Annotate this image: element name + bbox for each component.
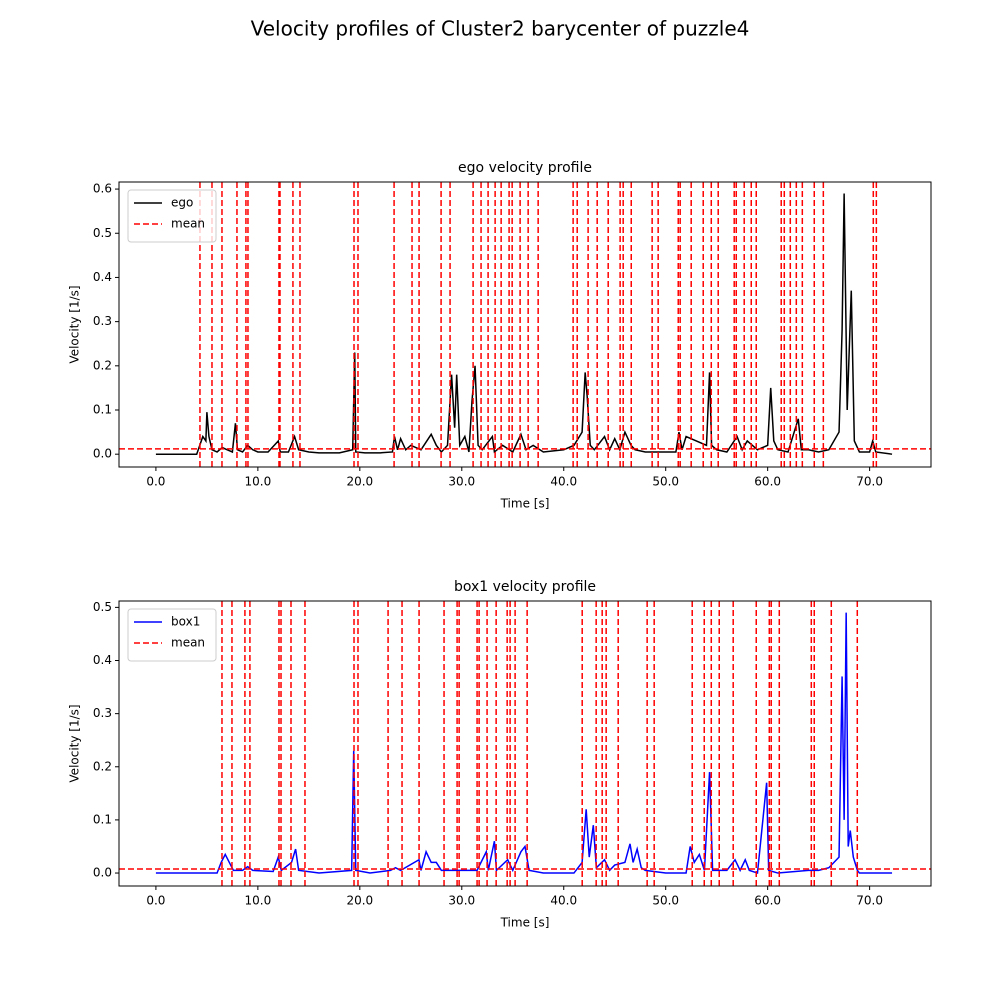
y-tick-label: 0.3 [93,314,112,328]
x-tick-label: 10.0 [245,475,272,489]
x-axis-label: Time [s] [500,497,550,511]
y-tick-label: 0.5 [93,226,112,240]
legend: ego mean [127,189,217,243]
x-tick-label: 30.0 [448,894,475,908]
x-tick-label: 0.0 [146,894,165,908]
legend-label: mean [171,636,205,650]
legend: box1 mean [127,608,217,662]
x-tick-label: 20.0 [346,475,373,489]
x-tick-label: 10.0 [245,894,272,908]
y-tick-label: 0.4 [93,653,112,667]
x-tick-label: 50.0 [652,894,679,908]
x-tick-label: 70.0 [856,475,883,489]
x-tick-label: 20.0 [346,894,373,908]
figure-title: Velocity profiles of Cluster2 barycenter… [251,17,750,41]
axes-title: box1 velocity profile [454,579,596,595]
y-tick-label: 0.5 [93,600,112,614]
subplot: box1 velocity profile Time [s] Velocity [1… [68,579,932,930]
x-tick-label: 50.0 [652,475,679,489]
y-tick-label: 0.2 [93,759,112,773]
x-axis-label: Time [s] [500,916,550,930]
axes-frame [118,600,932,887]
y-tick-label: 0.1 [93,403,112,417]
axes-title: ego velocity profile [458,160,592,176]
y-axis-label: Velocity [1/s] [68,704,82,782]
legend-label: box1 [171,615,200,629]
x-tick-label: 60.0 [754,894,781,908]
y-tick-label: 0.4 [93,270,112,284]
y-tick-label: 0.0 [93,866,112,880]
axes-frame [118,181,932,468]
plot-area [119,601,931,886]
x-tick-label: 40.0 [550,475,577,489]
subplot: ego velocity profile Time [s] Velocity [1/… [68,160,932,511]
y-tick-label: 0.3 [93,706,112,720]
legend-label: mean [171,217,205,231]
x-tick-label: 30.0 [448,475,475,489]
x-tick-label: 70.0 [856,894,883,908]
x-tick-label: 0.0 [146,475,165,489]
y-axis-label: Velocity [1/s] [68,285,82,363]
y-tick-label: 0.0 [93,447,112,461]
x-tick-label: 40.0 [550,894,577,908]
plot-area [119,182,931,467]
y-tick-label: 0.2 [93,358,112,372]
y-tick-label: 0.1 [93,812,112,826]
x-tick-label: 60.0 [754,475,781,489]
legend-label: ego [171,196,193,210]
y-tick-label: 0.6 [93,182,112,196]
